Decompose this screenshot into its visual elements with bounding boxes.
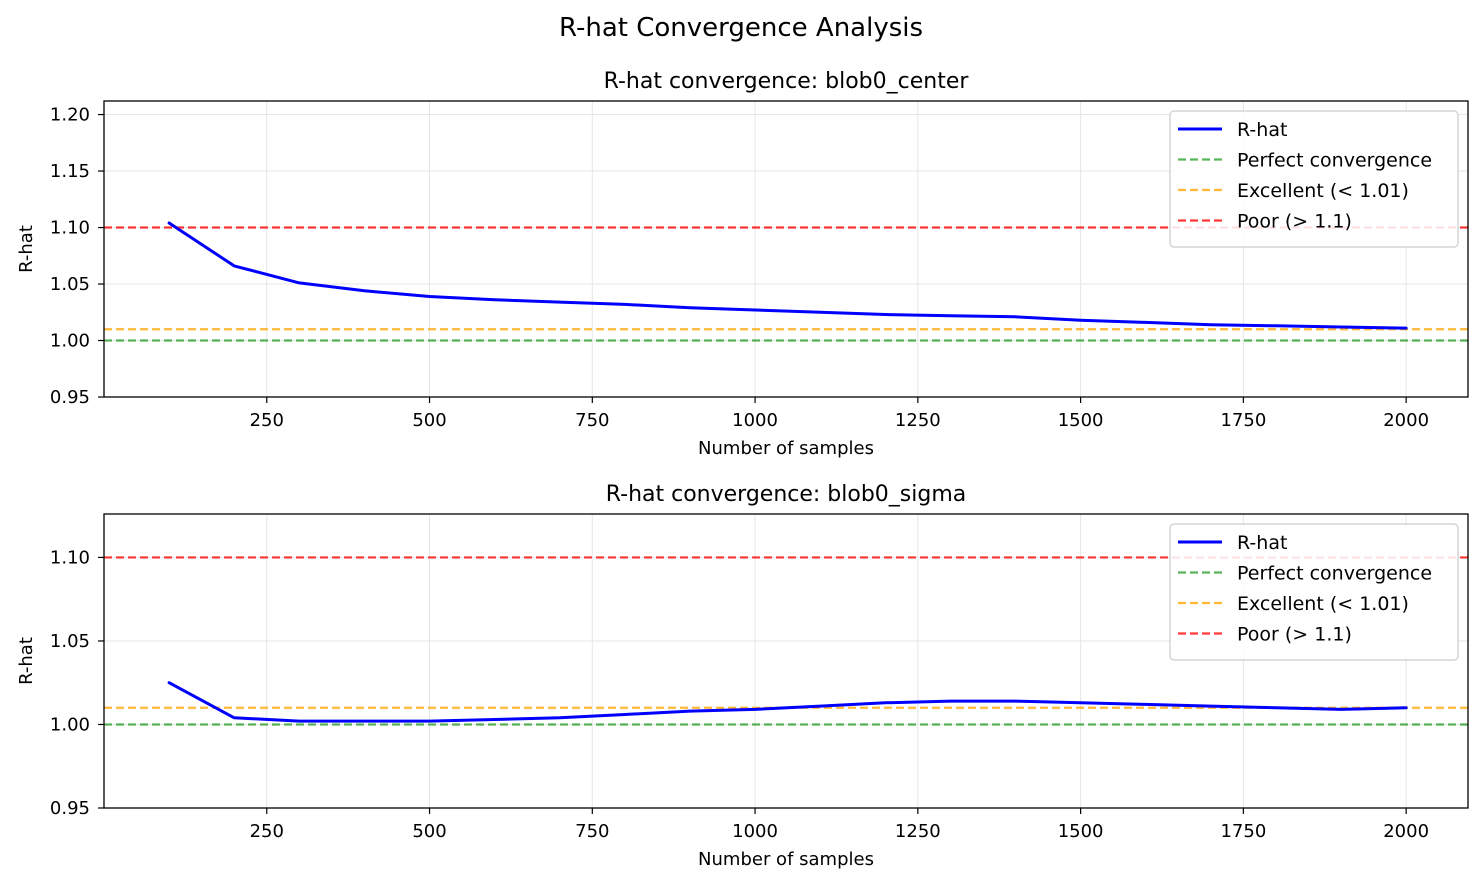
y-axis-label: R-hat (16, 225, 37, 273)
y-tick-label: 1.10 (50, 218, 90, 239)
legend: R-hat Perfect convergence Excellent (< 1.0… (1169, 110, 1459, 248)
legend-label-1: R-hat (1237, 532, 1287, 554)
legend-label-4: Poor (> 1.1) (1237, 211, 1352, 233)
y-tick-label: 1.05 (50, 274, 90, 295)
legend: R-hat Perfect convergence Excellent (< 1.0… (1169, 523, 1459, 661)
x-tick-label: 1750 (1220, 410, 1266, 431)
legend-label-2: Perfect convergence (1237, 563, 1432, 585)
subplot-title: R-hat convergence: blob0_sigma (606, 482, 967, 507)
legend-label-2: Perfect convergence (1237, 150, 1432, 172)
y-tick-label: 1.20 (50, 105, 90, 126)
panels: 250 500 750 1000 1250 1500 1750 2000 0.95 1.00 1.0… (16, 69, 1469, 870)
x-tick-label: 500 (412, 821, 446, 842)
x-tick-label: 1000 (732, 821, 778, 842)
y-tick-label: 1.10 (50, 547, 90, 568)
x-tick-label: 2000 (1383, 410, 1429, 431)
y-tick-label: 0.95 (50, 798, 90, 819)
axes-frame (103, 513, 1469, 809)
subplot-2: 250 500 750 1000 1250 1500 1750 2000 0.95 1.00 1.0… (16, 482, 1469, 870)
x-tick-label: 750 (575, 410, 609, 431)
x-tick-label: 1500 (1058, 410, 1104, 431)
y-tick-label: 1.05 (50, 631, 90, 652)
x-tick-label: 1250 (895, 821, 941, 842)
x-tick-label: 1500 (1058, 821, 1104, 842)
x-tick-label: 1250 (895, 410, 941, 431)
x-tick-label: 750 (575, 821, 609, 842)
x-axis-label: Number of samples (698, 438, 874, 459)
x-tick-label: 1000 (732, 410, 778, 431)
subplot-title: R-hat convergence: blob0_center (604, 69, 970, 94)
x-tick-label: 500 (412, 410, 446, 431)
legend-label-3: Excellent (< 1.01) (1237, 593, 1409, 615)
figure-title: R-hat Convergence Analysis (559, 13, 923, 43)
x-axis-label: Number of samples (698, 849, 874, 870)
axes-frame (103, 100, 1469, 398)
legend-box (1169, 523, 1459, 661)
legend-box (1169, 110, 1459, 248)
y-tick-label: 0.95 (50, 387, 90, 408)
subplot-1: 250 500 750 1000 1250 1500 1750 2000 0.95 1.00 1.0… (16, 69, 1469, 459)
y-tick-label: 1.00 (50, 331, 90, 352)
x-tick-label: 1750 (1220, 821, 1266, 842)
y-axis-label: R-hat (16, 637, 37, 685)
series-line-rhat (167, 681, 1408, 723)
legend-label-1: R-hat (1237, 119, 1287, 141)
y-tick-label: 1.15 (50, 161, 90, 182)
y-tick-label: 1.00 (50, 714, 90, 735)
legend-label-4: Poor (> 1.1) (1237, 624, 1352, 646)
series-line-rhat (167, 221, 1408, 330)
x-tick-label: 250 (250, 410, 284, 431)
legend-label-3: Excellent (< 1.01) (1237, 180, 1409, 202)
x-tick-label: 250 (250, 821, 284, 842)
x-tick-label: 2000 (1383, 821, 1429, 842)
